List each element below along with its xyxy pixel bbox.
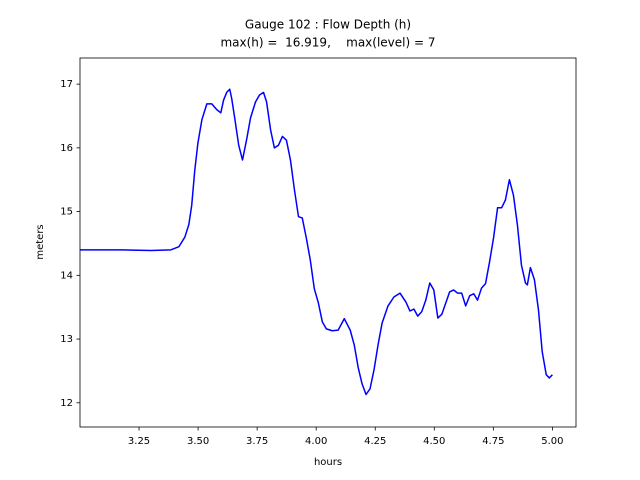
x-tick-label: 3.25: [128, 436, 150, 447]
y-tick-label: 16: [60, 143, 73, 154]
y-tick-label: 17: [60, 79, 73, 90]
x-tick-label: 3.75: [246, 436, 268, 447]
x-tick-label: 5.00: [541, 436, 563, 447]
y-tick-label: 14: [60, 270, 73, 281]
plot-frame: [79, 57, 577, 428]
y-tick-label: 13: [60, 334, 73, 345]
y-axis-label: meters: [35, 224, 46, 259]
y-tick-label: 12: [60, 398, 73, 409]
x-axis-label: hours: [314, 457, 342, 468]
y-tick-label: 15: [60, 207, 73, 218]
x-tick-label: 3.50: [187, 436, 209, 447]
chart-subtitle: max(h) = 16.919, max(level) = 7: [220, 36, 435, 50]
x-tick-label: 4.75: [482, 436, 504, 447]
x-tick-label: 4.50: [423, 436, 445, 447]
x-tick-label: 4.00: [305, 436, 327, 447]
x-tick-label: 4.25: [364, 436, 386, 447]
data-line: [80, 88, 553, 396]
chart-title: Gauge 102 : Flow Depth (h): [245, 18, 411, 32]
